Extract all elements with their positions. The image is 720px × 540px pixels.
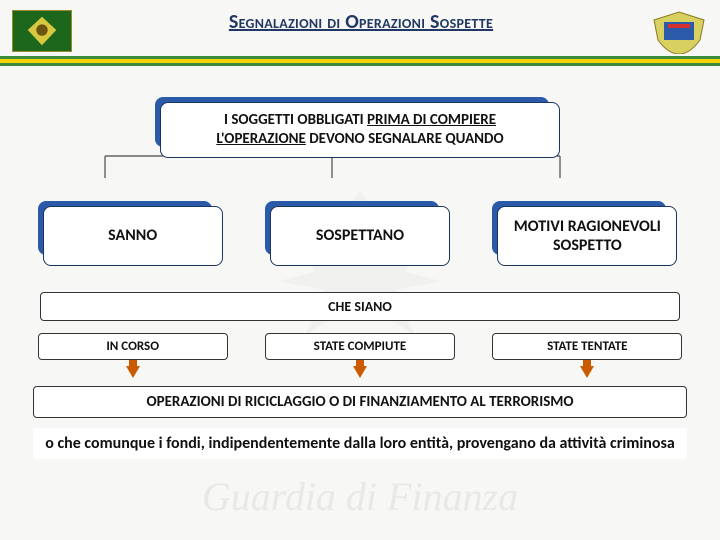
crest-left-icon xyxy=(12,10,72,52)
watermark-text: Guardia di Finanza xyxy=(202,473,518,520)
level3-box-incorso: IN CORSO xyxy=(38,333,228,360)
page-title: Segnalazioni di Operazioni Sospette xyxy=(72,10,650,34)
diagram-stage: I SOGGETTI OBBLIGATI PRIMA DI COMPIERE L… xyxy=(0,66,720,469)
header-stripe xyxy=(0,56,720,66)
arrow-down-icon xyxy=(580,366,594,378)
final-box-1: OPERAZIONI DI RICICLAGGIO O DI FINANZIAM… xyxy=(33,386,687,418)
top-box: I SOGGETTI OBBLIGATI PRIMA DI COMPIERE L… xyxy=(160,102,560,158)
crest-right-icon xyxy=(650,10,708,54)
header: Segnalazioni di Operazioni Sospette xyxy=(0,0,720,56)
level2-box-sanno: SANNO xyxy=(43,206,223,266)
top-box-line2-suffix: DEVONO SEGNALARE QUANDO xyxy=(306,130,504,148)
level2-row: SANNO SOSPETTANO MOTIVI RAGIONEVOLI SOSP… xyxy=(28,206,692,266)
arrow-down-icon xyxy=(353,366,367,378)
top-box-line1-prefix: I SOGGETTI OBBLIGATI xyxy=(224,111,367,129)
level3-row: IN CORSO STATE COMPIUTE STATE TENTATE xyxy=(28,333,692,378)
final-text-2: o che comunque i fondi, indipendentement… xyxy=(33,428,687,459)
level3-box-compiute: STATE COMPIUTE xyxy=(265,333,455,360)
level2-box-sospettano: SOSPETTANO xyxy=(270,206,450,266)
top-box-line1-u: PRIMA DI COMPIERE xyxy=(367,111,496,129)
che-box: CHE SIANO xyxy=(40,292,680,321)
level2-box-motivi: MOTIVI RAGIONEVOLI SOSPETTO xyxy=(497,206,677,266)
top-box-line2-u: L'OPERAZIONE xyxy=(216,130,305,148)
arrow-down-icon xyxy=(126,366,140,378)
level3-box-tentate: STATE TENTATE xyxy=(492,333,682,360)
